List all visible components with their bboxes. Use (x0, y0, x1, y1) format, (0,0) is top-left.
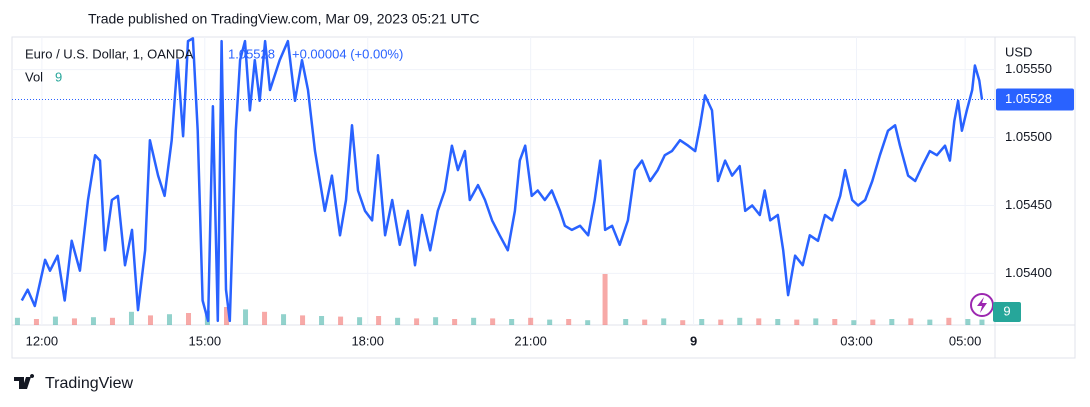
volume-bar (452, 319, 458, 325)
x-tick-label: 05:00 (949, 333, 982, 348)
volume-bar (71, 318, 77, 325)
volume-bar (756, 318, 762, 325)
publish-note: Trade published on TradingView.com, Mar … (88, 11, 479, 27)
x-tick-label: 12:00 (26, 333, 59, 348)
grid (12, 37, 995, 325)
volume-bar (52, 316, 58, 325)
volume-bar (832, 319, 838, 325)
x-tick-label: 03:00 (840, 333, 873, 348)
volume-bar (946, 317, 952, 325)
y-axis-label: USD (1005, 44, 1032, 59)
volume-bar (602, 274, 608, 325)
last-price-label: 1.05528 (1005, 91, 1052, 106)
volume-badge-value: 9 (1003, 303, 1010, 318)
y-tick-label: 1.05450 (1005, 197, 1052, 212)
volume-bar (509, 319, 515, 325)
volume-bar (870, 319, 876, 325)
volume-bar (14, 317, 20, 325)
volume-bar (642, 319, 648, 325)
volume-bar (33, 319, 39, 325)
volume-bar (433, 317, 439, 325)
footer-brand: TradingView (45, 375, 133, 392)
volume-bar (338, 316, 344, 325)
axes: 1.05400 1.05450 1.05500 1.05550 12:00 15:00 18… (26, 61, 1074, 348)
volume-bar (965, 319, 971, 325)
volume-bar (90, 317, 96, 325)
volume-bar (376, 316, 382, 325)
volume-bar (661, 318, 667, 325)
volume-bar (623, 319, 629, 325)
x-tick-label: 15:00 (189, 333, 222, 348)
volume-bar (927, 319, 933, 325)
volume-bar (813, 318, 819, 325)
volume-bar (109, 317, 115, 325)
legend-change: +0.00004 (+0.00%) (292, 46, 403, 61)
y-tick-label: 1.05550 (1005, 61, 1052, 76)
price-line (20, 37, 984, 323)
tradingview-logo (14, 374, 35, 389)
x-tick-label: 18:00 (351, 333, 384, 348)
volume-bar (471, 317, 477, 325)
volume-bar (585, 320, 591, 325)
volume-bar (908, 318, 914, 325)
legend-price: 1.05528 (228, 46, 275, 61)
volume-bar (281, 314, 287, 325)
volume-bar (528, 317, 534, 325)
volume-bar (775, 319, 781, 325)
volume-bar (300, 315, 306, 325)
volume-legend-value: 9 (55, 69, 62, 84)
volume-bar (889, 319, 895, 325)
volume-bar (566, 319, 572, 325)
y-tick-label: 1.05500 (1005, 129, 1052, 144)
legend-title: Euro / U.S. Dollar, 1, OANDA (25, 46, 194, 61)
volume-bar (547, 319, 553, 325)
volume-bar (147, 315, 153, 325)
volume-bar (851, 320, 857, 325)
volume-bar (395, 317, 401, 325)
alert-icon[interactable] (970, 293, 994, 317)
volume-bar (243, 309, 249, 325)
x-tick-label: 21:00 (514, 333, 547, 348)
volume-bar (166, 314, 172, 325)
volume-badge (993, 302, 1021, 322)
volume-bar (319, 316, 325, 325)
volume-bar (699, 319, 705, 325)
volume-bar (224, 307, 230, 325)
volume-bar (128, 311, 134, 325)
volume-layer (14, 274, 985, 325)
volume-bar (718, 319, 724, 325)
chart-frame (11, 36, 1076, 359)
last-price-tag (996, 88, 1074, 111)
volume-bar (262, 311, 268, 325)
volume-bar (414, 318, 420, 325)
volume-bar (794, 319, 800, 325)
plot-layer (12, 37, 995, 323)
y-tick-label: 1.05400 (1005, 265, 1052, 280)
volume-legend-label: Vol (25, 69, 43, 84)
volume-bar (186, 313, 192, 325)
x-tick-label: 9 (690, 333, 697, 348)
axis-label-bg (1000, 40, 1074, 64)
volume-bar (737, 317, 743, 325)
volume-bar (357, 317, 363, 325)
volume-bar (680, 320, 686, 325)
volume-bar (490, 318, 496, 325)
volume-bar (979, 319, 985, 325)
